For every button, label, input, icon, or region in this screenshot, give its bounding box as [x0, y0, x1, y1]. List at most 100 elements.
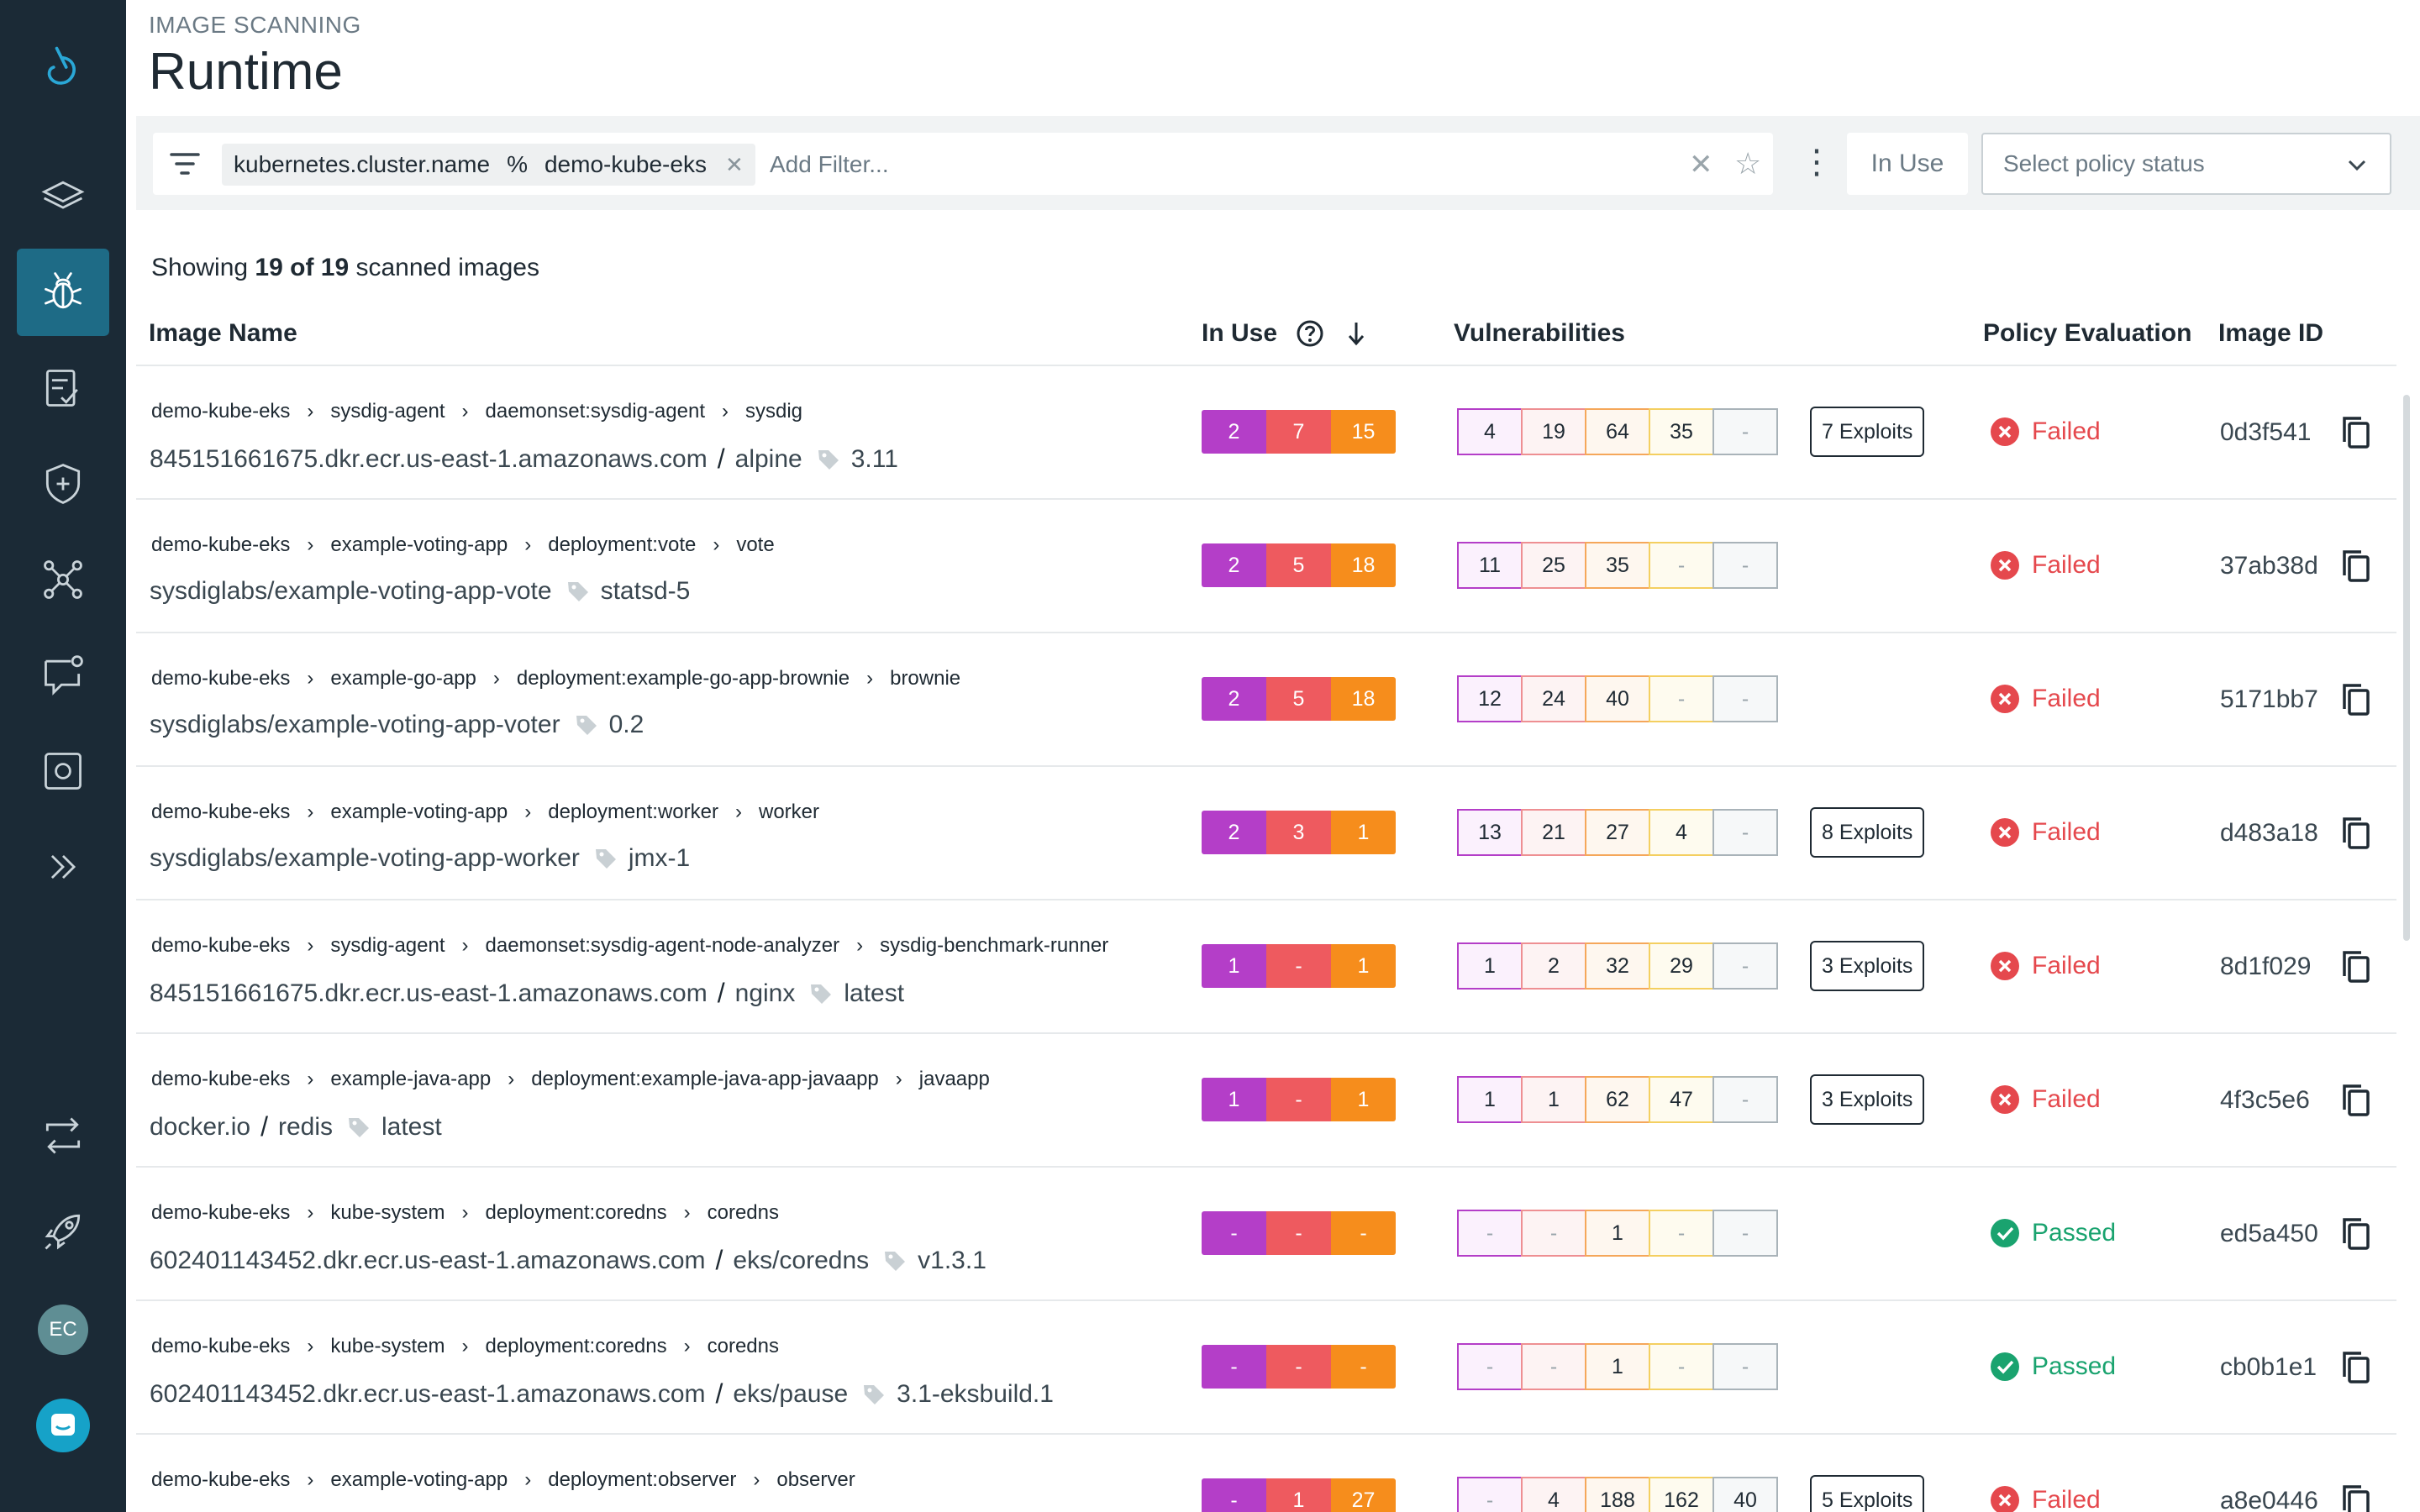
path-segment[interactable]: example-java-app	[330, 1068, 492, 1090]
image-reference[interactable]: sysdiglabs/example-voting-app-voter 0.2	[150, 711, 644, 739]
path-segment[interactable]: observer	[776, 1468, 855, 1491]
table-row[interactable]: demo-kube-eks › sysdig-agent › daemonset:sys…	[136, 366, 2396, 500]
policy-status[interactable]: Passed	[1990, 1218, 2116, 1248]
copy-icon[interactable]	[2339, 949, 2371, 984]
vulnerability-severity-bar[interactable]: 1 1 62 47-	[1457, 1076, 1778, 1123]
path-segment[interactable]: kube-system	[330, 1335, 445, 1357]
in-use-severity-bar[interactable]: 1-1	[1202, 1078, 1396, 1121]
path-segment[interactable]: example-go-app	[330, 667, 476, 690]
logo-icon[interactable]	[17, 24, 109, 111]
sort-down-icon[interactable]	[1346, 319, 1366, 348]
table-row[interactable]: demo-kube-eks › kube-system › deployment:cor…	[136, 1301, 2396, 1435]
path-segment[interactable]: demo-kube-eks	[151, 934, 291, 957]
path-segment[interactable]: brownie	[890, 667, 961, 690]
copy-icon[interactable]	[2339, 1350, 2371, 1385]
path-segment[interactable]: kube-system	[330, 1201, 445, 1224]
copy-icon[interactable]	[2339, 415, 2371, 450]
exploits-badge[interactable]: 7 Exploits	[1810, 407, 1925, 457]
path-segment[interactable]: demo-kube-eks	[151, 667, 291, 690]
star-icon[interactable]: ☆	[1734, 146, 1762, 181]
in-use-severity-bar[interactable]: 2 7 15	[1202, 410, 1396, 454]
vulnerability-severity-bar[interactable]: 4 19 64 35-	[1457, 408, 1778, 455]
clear-filter-icon[interactable]: ✕	[1689, 149, 1713, 181]
vulnerability-severity-bar[interactable]: -4 188 162 40	[1457, 1477, 1778, 1512]
path-segment[interactable]: deployment:worker	[548, 801, 718, 823]
more-menu-icon[interactable]: ⋮	[1800, 144, 1833, 181]
table-row[interactable]: demo-kube-eks › example-java-app › deploymen…	[136, 1034, 2396, 1168]
image-reference[interactable]: 845151661675.dkr.ecr.us-east-1.amazonaws…	[150, 978, 904, 1009]
in-use-severity-bar[interactable]: -1 27	[1202, 1478, 1396, 1512]
filter-icon[interactable]	[168, 150, 202, 178]
copy-icon[interactable]	[2339, 549, 2371, 584]
policy-status[interactable]: Failed	[1990, 951, 2101, 981]
vulnerability-severity-bar[interactable]: 13 21 27 4-	[1457, 809, 1778, 856]
image-reference[interactable]: 845151661675.dkr.ecr.us-east-1.amazonaws…	[150, 444, 898, 475]
path-segment[interactable]: example-voting-app	[330, 801, 508, 823]
in-use-severity-bar[interactable]: 1-1	[1202, 944, 1396, 988]
sync-icon[interactable]	[17, 1092, 109, 1179]
exploits-badge[interactable]: 8 Exploits	[1810, 807, 1925, 858]
image-reference[interactable]: sysdiglabs/example-voting-app-vote statsd…	[150, 577, 690, 606]
image-reference[interactable]: 602401143452.dkr.ecr.us-east-1.amazonaws…	[150, 1378, 1054, 1410]
vulnerability-severity-bar[interactable]: 11 25 35- -	[1457, 542, 1778, 589]
path-segment[interactable]: javaapp	[918, 1068, 990, 1090]
policy-status[interactable]: Failed	[1990, 1485, 2101, 1512]
column-image-name[interactable]: Image Name	[149, 319, 297, 347]
path-segment[interactable]: sysdig-agent	[330, 934, 445, 957]
path-segment[interactable]: worker	[758, 801, 819, 823]
path-segment[interactable]: daemonset:sysdig-agent	[485, 400, 706, 423]
expand-icon[interactable]	[17, 823, 109, 911]
image-reference[interactable]: sysdiglabs/example-voting-app-worker jmx-…	[150, 844, 690, 873]
path-segment[interactable]: deployment:observer	[548, 1468, 737, 1491]
in-use-severity-bar[interactable]: ---	[1202, 1211, 1396, 1255]
path-segment[interactable]: deployment:vote	[548, 533, 697, 556]
column-policy-evaluation[interactable]: Policy Evaluation	[1983, 319, 2192, 347]
copy-icon[interactable]	[2339, 816, 2371, 851]
table-row[interactable]: demo-kube-eks › example-go-app › deployment:…	[136, 633, 2396, 767]
path-segment[interactable]: demo-kube-eks	[151, 1201, 291, 1224]
image-reference[interactable]: 602401143452.dkr.ecr.us-east-1.amazonaws…	[150, 1245, 986, 1276]
vulnerability-severity-bar[interactable]: 1 2 32 29-	[1457, 942, 1778, 990]
policy-status[interactable]: Failed	[1990, 550, 2101, 580]
table-row[interactable]: demo-kube-eks › sysdig-agent › daemonset:sys…	[136, 900, 2396, 1034]
bug-icon[interactable]	[17, 249, 109, 336]
in-use-severity-bar[interactable]: 2 5 18	[1202, 677, 1396, 721]
path-segment[interactable]: coredns	[707, 1201, 779, 1224]
path-segment[interactable]: example-voting-app	[330, 1468, 508, 1491]
copy-icon[interactable]	[2339, 1216, 2371, 1252]
copy-icon[interactable]	[2339, 1483, 2371, 1512]
path-segment[interactable]: sysdig-benchmark-runner	[880, 934, 1109, 957]
column-in-use[interactable]: In Use	[1202, 319, 1366, 348]
policy-status[interactable]: Failed	[1990, 817, 2101, 848]
capture-icon[interactable]	[17, 727, 109, 815]
in-use-severity-bar[interactable]: ---	[1202, 1345, 1396, 1389]
exploits-badge[interactable]: 3 Exploits	[1810, 1074, 1925, 1125]
path-segment[interactable]: deployment:example-java-app-javaapp	[531, 1068, 879, 1090]
policy-status[interactable]: Failed	[1990, 1084, 2101, 1115]
path-segment[interactable]: daemonset:sysdig-agent-node-analyzer	[485, 934, 840, 957]
column-image-id[interactable]: Image ID	[2218, 319, 2324, 347]
network-icon[interactable]	[17, 536, 109, 623]
table-row[interactable]: demo-kube-eks › example-voting-app › deploym…	[136, 767, 2396, 900]
chat-check-icon[interactable]	[17, 632, 109, 719]
path-segment[interactable]: demo-kube-eks	[151, 801, 291, 823]
path-segment[interactable]: coredns	[707, 1335, 779, 1357]
path-segment[interactable]: deployment:example-go-app-brownie	[516, 667, 850, 690]
policy-status[interactable]: Passed	[1990, 1352, 2116, 1382]
chip-remove-icon[interactable]: ✕	[724, 151, 744, 177]
shield-plus-icon[interactable]	[17, 440, 109, 528]
path-segment[interactable]: sysdig	[745, 400, 803, 423]
checklist-icon[interactable]	[17, 344, 109, 432]
policy-status-select[interactable]: Select policy status	[1981, 133, 2391, 195]
exploits-badge[interactable]: 5 Exploits	[1810, 1475, 1925, 1512]
rocket-icon[interactable]	[17, 1188, 109, 1275]
vulnerability-severity-bar[interactable]: --1--	[1457, 1210, 1778, 1257]
copy-icon[interactable]	[2339, 1083, 2371, 1118]
vulnerability-severity-bar[interactable]: --1--	[1457, 1343, 1778, 1390]
path-segment[interactable]: demo-kube-eks	[151, 400, 291, 423]
path-segment[interactable]: demo-kube-eks	[151, 1335, 291, 1357]
path-segment[interactable]: demo-kube-eks	[151, 1068, 291, 1090]
avatar[interactable]: EC	[38, 1305, 88, 1355]
table-row[interactable]: demo-kube-eks › example-voting-app › deploym…	[136, 1435, 2396, 1512]
